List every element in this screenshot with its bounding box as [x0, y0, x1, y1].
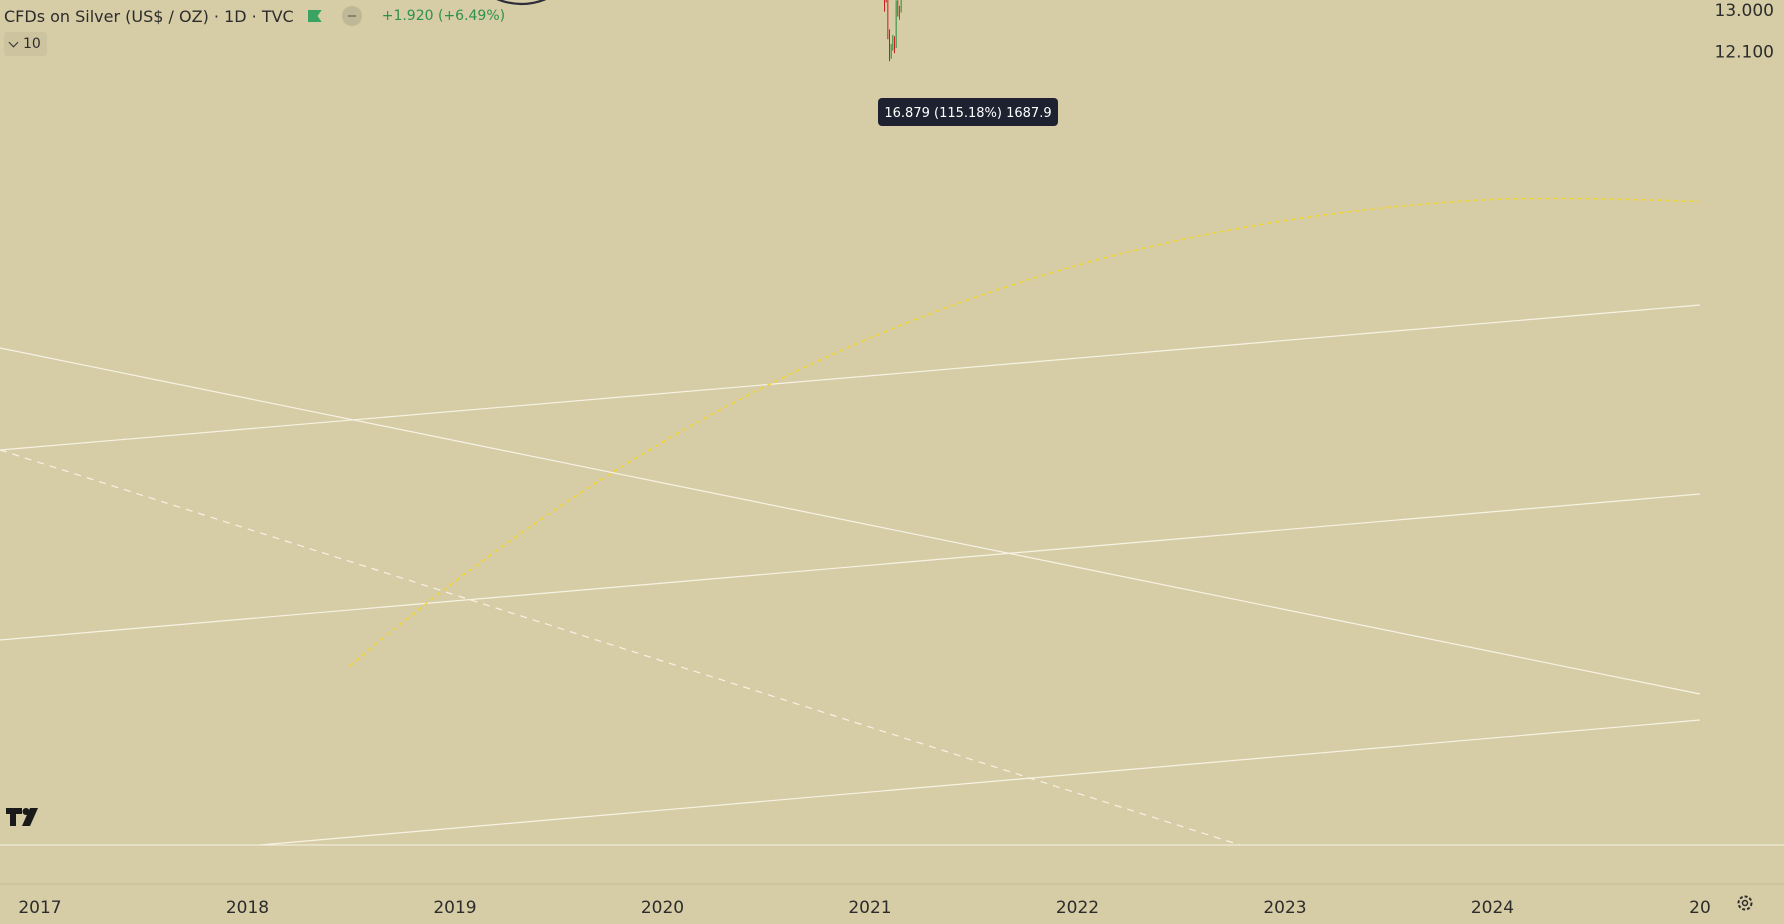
circle-annotation [496, 0, 547, 6]
candles [884, 0, 902, 62]
indicator-count: 10 [23, 36, 41, 52]
time-tick-label: 20 [1689, 898, 1711, 918]
descending-dashed-trendline [0, 449, 1241, 846]
price-axis[interactable]: 38.00034.00030.00026.00024.00022.00020.0… [1704, 0, 1780, 63]
parabolic-curve [349, 197, 1701, 667]
ascending-trendline-middle [0, 493, 1701, 641]
symbol-legend: CFDs on Silver (US$ / OZ) · 1D · TVC +1.… [4, 6, 505, 26]
measure-label-bg [878, 98, 1058, 126]
time-tick-label: 2021 [848, 898, 891, 918]
price-tick-label: 12.100 [1715, 43, 1774, 63]
descending-trendline [0, 347, 1701, 695]
symbol-title: CFDs on Silver (US$ / OZ) · 1D · TVC [4, 6, 294, 26]
chevron-down-icon[interactable] [8, 37, 19, 47]
gear-icon[interactable] [1735, 893, 1755, 913]
indicator-toggle[interactable]: 10 [4, 32, 47, 56]
time-tick-label: 2019 [433, 898, 476, 918]
ascending-trendline-lower [259, 719, 1701, 846]
price-change: +1.920 (+6.49%) [381, 8, 506, 24]
flag-icon[interactable] [307, 10, 322, 22]
tradingview-logo [6, 808, 38, 826]
time-tick-label: 2018 [226, 898, 269, 918]
minus-icon[interactable] [341, 6, 362, 26]
time-tick-label: 2017 [18, 898, 61, 918]
measure-label: 16.879 (115.18%) 1687.9 [884, 106, 1051, 121]
drawing-layer [0, 197, 1784, 846]
time-tick-label: 2020 [641, 898, 684, 918]
time-tick-label: 2024 [1471, 898, 1514, 918]
price-tick-label: 13.000 [1715, 1, 1774, 21]
measurement-tool: 16.879 (115.18%) 1687.9 [878, 98, 1058, 126]
time-tick-label: 2023 [1263, 898, 1306, 918]
ascending-trendline-upper [0, 304, 1701, 451]
time-axis[interactable]: 2017 2018 2019 2020 2021 2022 2023 2024 20 [0, 883, 1784, 918]
time-tick-label: 2022 [1056, 898, 1099, 918]
